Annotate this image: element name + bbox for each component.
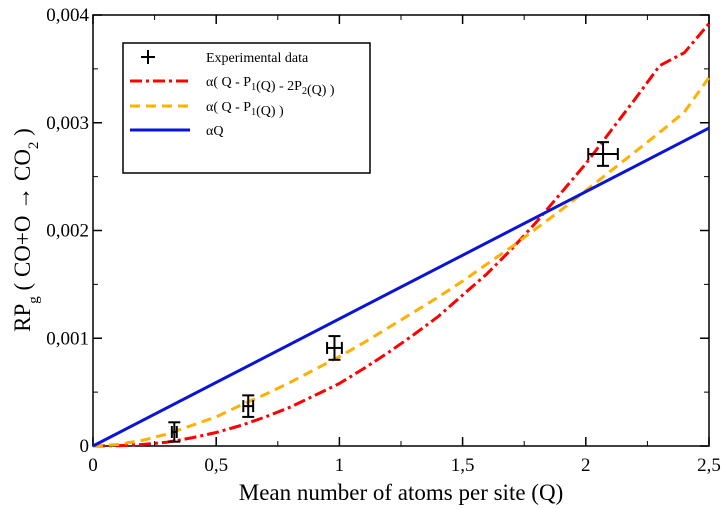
legend-label-part: (Q) ) (256, 104, 284, 119)
legend-label-part: α( Q - P (206, 75, 251, 90)
legend-label: α( Q - P1(Q) - 2P2(Q) ) (206, 75, 335, 98)
y-tick-label: 0,004 (46, 5, 89, 26)
legend-label-part: (Q) ) (307, 83, 335, 98)
x-tick-label: 0 (88, 455, 98, 476)
data-point (242, 394, 255, 418)
legend-box (122, 42, 371, 174)
axis-ticks: 0 0,5 1 1,5 2 2,5 0 0,001 0,002 0,003 0,004 (46, 5, 721, 476)
x-tick-label: 0,5 (204, 455, 228, 476)
experimental-points (168, 141, 619, 443)
legend-label-part: α( Q - P (206, 100, 251, 115)
series-line-blue (92, 126, 710, 448)
x-tick-label: 1 (335, 455, 345, 476)
legend-label-part: 1 (251, 107, 256, 118)
x-tick-label: 1,5 (451, 455, 475, 476)
data-point (168, 421, 181, 443)
legend-label-part: 1 (251, 82, 256, 93)
y-axis-title: RPg ( CO+O → CO2 ) (10, 128, 42, 332)
data-point (326, 335, 343, 361)
series-line-orange (92, 76, 711, 448)
series-line-red (92, 22, 711, 448)
legend-label-part: (Q) - 2P (256, 79, 302, 94)
y-tick-label: 0,002 (46, 221, 89, 242)
series-group (92, 22, 711, 448)
legend-label: Experimental data (206, 51, 309, 66)
legend-label-part: αQ (206, 124, 223, 139)
legend-label-part: 2 (302, 86, 307, 97)
y-tick-label: 0,003 (46, 113, 89, 134)
x-tick-label: 2 (581, 455, 591, 476)
data-point (587, 141, 619, 167)
x-axis-title: Mean number of atoms per site (Q) (239, 480, 563, 505)
y-tick-label: 0 (80, 436, 90, 457)
legend-label: α( Q - P1(Q) ) (206, 100, 284, 119)
legend-label: αQ (206, 124, 223, 139)
y-tick-label: 0,001 (46, 328, 89, 349)
x-tick-label: 2,5 (697, 455, 721, 476)
